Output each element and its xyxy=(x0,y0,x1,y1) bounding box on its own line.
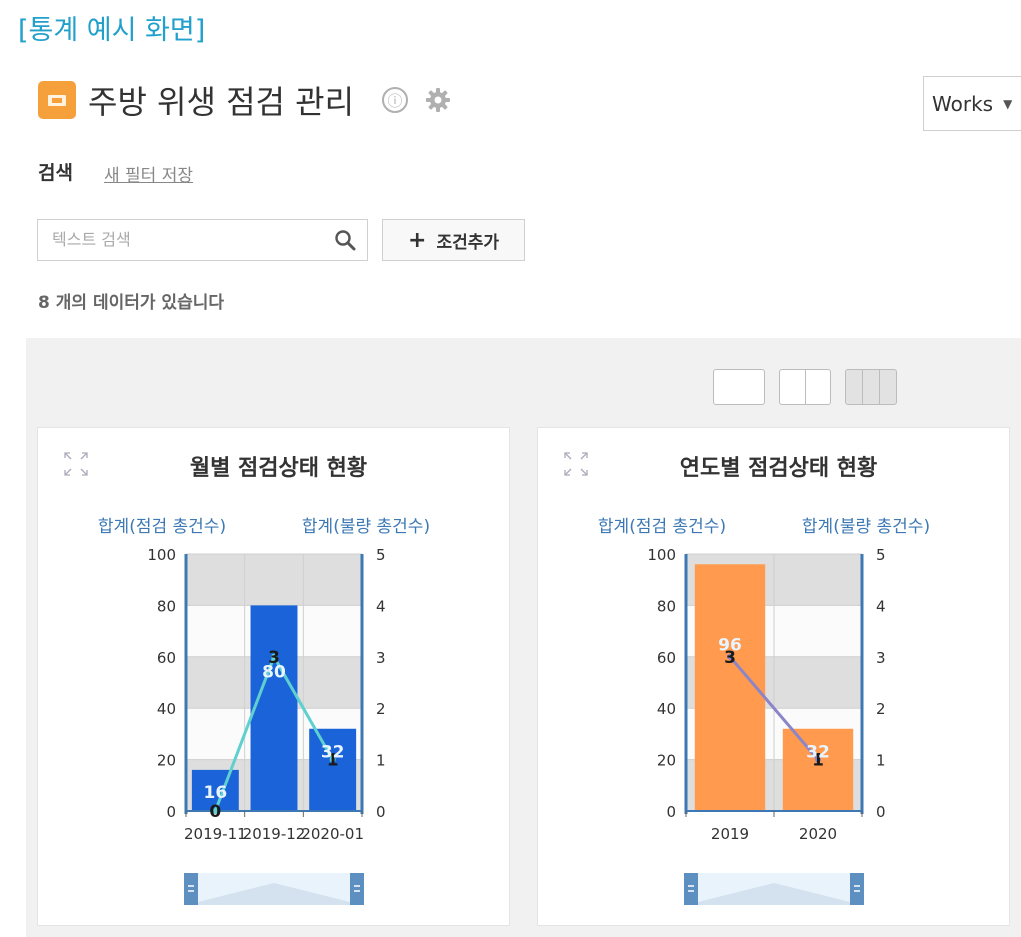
layout-three-column-button[interactable] xyxy=(845,369,897,405)
search-label: 검색 xyxy=(38,162,73,184)
right-tick-label: 5 xyxy=(876,546,886,564)
navigator-right-handle[interactable] xyxy=(850,873,864,905)
bar-value-label: 16 xyxy=(203,783,227,803)
left-tick-label: 100 xyxy=(647,546,676,564)
line-value-label: 3 xyxy=(724,648,736,668)
bar-value-label: 80 xyxy=(262,662,286,682)
navigator-right-handle[interactable] xyxy=(350,873,364,905)
gear-icon[interactable] xyxy=(424,86,452,114)
chevron-down-icon: ▼ xyxy=(1003,96,1013,111)
layout-two-column-button[interactable] xyxy=(779,369,831,405)
layout-toggle xyxy=(713,369,897,405)
right-tick-label: 2 xyxy=(876,700,886,718)
left-tick-label: 0 xyxy=(666,803,676,821)
left-tick-label: 80 xyxy=(157,597,176,615)
bar-value-label: 32 xyxy=(321,743,345,763)
category-label: 2020 xyxy=(799,825,837,843)
line-point[interactable] xyxy=(212,808,219,814)
data-count: 8 개의 데이터가 있습니다 xyxy=(38,293,224,313)
right-tick-label: 4 xyxy=(376,597,386,615)
line-series xyxy=(728,655,820,761)
left-tick-label: 20 xyxy=(657,752,676,770)
chart-title: 연도별 점검상태 현황 xyxy=(679,456,878,481)
expand-icon[interactable] xyxy=(62,450,90,478)
search-icon[interactable] xyxy=(333,228,357,252)
left-tick-label: 0 xyxy=(166,803,176,821)
chart-title: 월별 점검상태 현황 xyxy=(189,456,368,481)
category-label: 2019 xyxy=(711,825,749,843)
category-label: 2020-01 xyxy=(301,825,364,843)
bar[interactable] xyxy=(191,769,239,811)
add-condition-label: 조건추가 xyxy=(436,232,499,253)
caption-title: [통계 예시 화면] xyxy=(18,15,206,46)
plus-icon: + xyxy=(408,227,427,253)
left-tick-label: 60 xyxy=(657,649,676,667)
bar[interactable] xyxy=(250,605,298,811)
workspace-select-value: Works xyxy=(932,91,994,116)
line-point[interactable] xyxy=(271,653,277,660)
right-tick-label: 1 xyxy=(876,752,886,770)
line-value-label: 0 xyxy=(209,802,221,822)
left-axis-label: 합계(점검 총건수) xyxy=(98,517,226,537)
right-axis-label: 합계(불량 총건수) xyxy=(802,517,930,537)
add-condition-button[interactable]: + 조건추가 xyxy=(382,219,525,261)
line-value-label: 1 xyxy=(812,751,824,771)
left-tick-label: 80 xyxy=(657,597,676,615)
chart-svg: 합계(점검 총건수) 합계(불량 총건수)10080604020054321020… xyxy=(598,517,930,905)
workspace-select[interactable]: Works ▼ xyxy=(923,76,1021,131)
left-tick-label: 20 xyxy=(157,752,176,770)
navigator-preview xyxy=(686,883,862,905)
right-tick-label: 3 xyxy=(876,649,886,667)
line-point[interactable] xyxy=(329,756,336,763)
navigator-left-handle[interactable] xyxy=(684,873,698,905)
layout-one-column-button[interactable] xyxy=(713,369,765,405)
right-tick-label: 0 xyxy=(876,803,886,821)
category-label: 2019-12 xyxy=(243,825,306,843)
expand-icon[interactable] xyxy=(562,450,590,478)
navigator-preview xyxy=(186,883,362,905)
bar[interactable] xyxy=(309,728,357,811)
bar[interactable] xyxy=(694,564,766,811)
right-tick-label: 3 xyxy=(376,649,386,667)
info-icon[interactable]: ⓘ xyxy=(382,87,409,113)
left-tick-label: 60 xyxy=(157,649,176,667)
chart-card-yearly: 연도별 점검상태 현황 합계(점검 총건수) 합계(불량 총건수) 100 80 60 4… xyxy=(537,427,1010,926)
left-axis-label: 합계(점검 총건수) xyxy=(598,517,726,537)
right-axis-label: 합계(불량 총건수) xyxy=(302,517,430,537)
right-tick-label: 5 xyxy=(376,546,386,564)
save-filter-link[interactable]: 새 필터 저장 xyxy=(104,166,194,186)
line-point[interactable] xyxy=(815,756,821,763)
bar[interactable] xyxy=(782,728,854,811)
search-box xyxy=(37,219,368,261)
left-tick-label: 40 xyxy=(157,700,176,718)
line-point[interactable] xyxy=(727,653,733,660)
right-tick-label: 0 xyxy=(376,803,386,821)
app-header: 주방 위생 점검 관리 ⓘ xyxy=(38,78,452,122)
navigator-left-handle[interactable] xyxy=(184,873,198,905)
chart-svg: 합계(점검 총건수) 합계(불량 총건수)10080604020054321020… xyxy=(98,517,430,905)
app-logo-icon xyxy=(38,81,76,119)
line-value-label: 1 xyxy=(327,751,339,771)
right-tick-label: 4 xyxy=(876,597,886,615)
left-tick-label: 40 xyxy=(657,700,676,718)
app-title: 주방 위생 점검 관리 xyxy=(88,83,355,121)
grid-band xyxy=(186,554,362,606)
line-value-label: 3 xyxy=(268,648,280,668)
search-input[interactable] xyxy=(38,220,318,258)
right-tick-label: 2 xyxy=(376,700,386,718)
category-label: 2019-11 xyxy=(184,825,247,843)
bar-value-label: 32 xyxy=(806,743,830,763)
chart-card-monthly: 월별 점검상태 현황 합계(점검 총건수) 합계(불량 총건수) 100 80 60 40… xyxy=(37,427,510,926)
right-tick-label: 1 xyxy=(376,752,386,770)
bar-value-label: 96 xyxy=(718,636,742,656)
left-tick-label: 100 xyxy=(147,546,176,564)
